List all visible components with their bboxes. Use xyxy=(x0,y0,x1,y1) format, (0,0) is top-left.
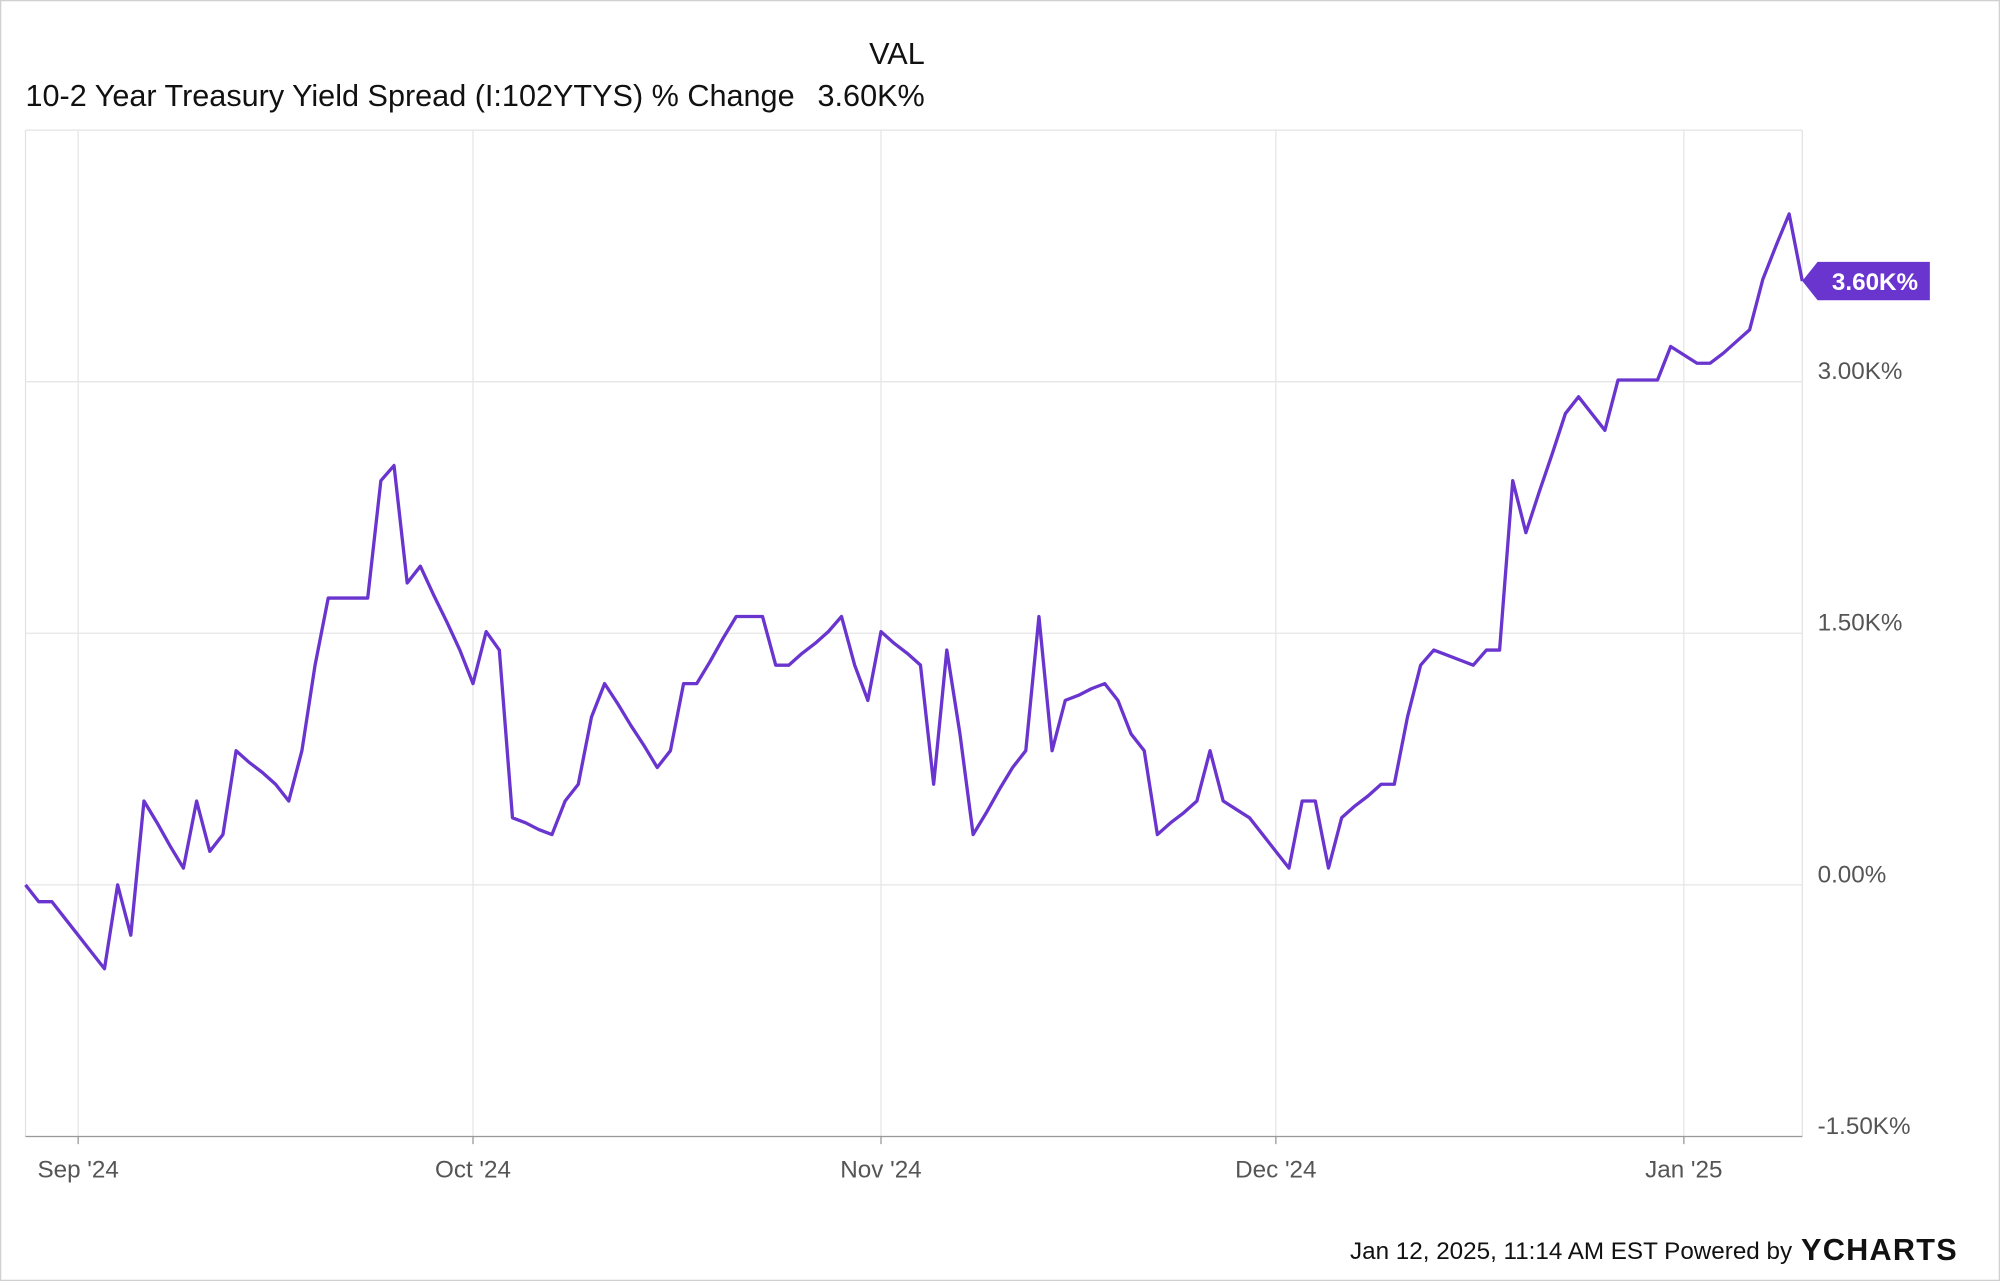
series-line xyxy=(24,212,1804,971)
legend-value: 3.60K% xyxy=(818,79,925,113)
legend-header: VAL xyxy=(869,37,925,71)
end-value-label: 3.60K% xyxy=(1832,269,1918,296)
legend-series-name: 10-2 Year Treasury Yield Spread (I:102YT… xyxy=(26,79,795,113)
y-tick-label: 1.50K% xyxy=(1818,610,1903,637)
brand-logo: YCHARTS xyxy=(1801,1233,1958,1267)
y-tick-label: 3.00K% xyxy=(1818,358,1903,385)
x-tick-label: Dec '24 xyxy=(1235,1156,1316,1183)
y-tick-label: -1.50K% xyxy=(1818,1113,1911,1140)
x-tick-label: Jan '25 xyxy=(1645,1156,1722,1183)
x-tick-label: Sep '24 xyxy=(37,1156,118,1183)
end-value-tag xyxy=(1802,261,1930,301)
footer-text: Jan 12, 2025, 11:14 AM EST Powered by xyxy=(1350,1238,1793,1265)
x-tick-label: Oct '24 xyxy=(435,1156,511,1183)
y-tick-label: 0.00% xyxy=(1818,861,1887,888)
x-tick-label: Nov '24 xyxy=(840,1156,921,1183)
